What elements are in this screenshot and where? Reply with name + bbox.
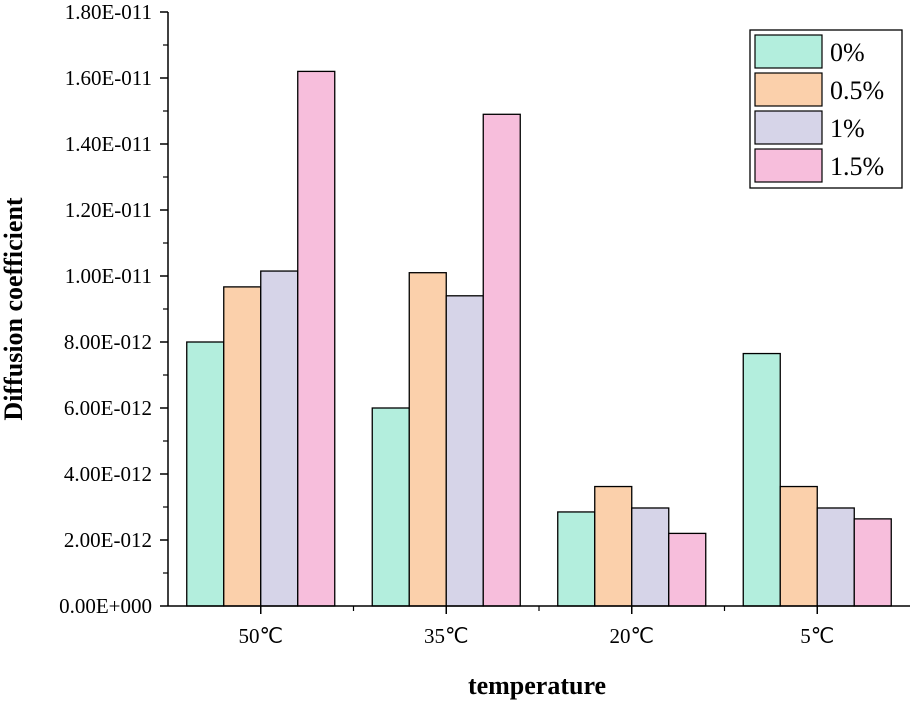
y-ticks: 0.00E+000 2.00E-012 4.00E-012 6.00E-012 8.00… (59, 0, 168, 618)
bar-2-2 (631, 507, 670, 607)
y-tick-label: 1.80E-011 (65, 0, 152, 24)
x-ticks: 50℃ 35℃ 20℃ 5℃ (238, 606, 834, 648)
bar-1-3 (779, 485, 818, 607)
y-tick-label: 1.00E-011 (65, 264, 152, 288)
bar-3-0 (297, 70, 336, 607)
x-tick-label: 35℃ (424, 624, 469, 648)
x-tick-label: 20℃ (609, 624, 654, 648)
x-axis-title: temperature (468, 671, 606, 700)
y-tick-label: 8.00E-012 (64, 330, 152, 354)
x-tick-label: 50℃ (238, 624, 283, 648)
y-tick-label: 0.00E+000 (59, 594, 152, 618)
bar-3-2 (668, 532, 707, 607)
bar-3-1 (482, 113, 521, 607)
legend-label: 0% (830, 38, 865, 67)
y-tick-label: 1.40E-011 (65, 132, 152, 156)
bar-0-2 (557, 511, 596, 607)
bar-2-0 (260, 270, 299, 607)
bar-1-0 (223, 286, 262, 607)
bar-2-3 (816, 507, 855, 607)
y-tick-label: 1.20E-011 (65, 198, 152, 222)
bar-2-1 (445, 295, 484, 607)
legend-swatch (754, 34, 823, 69)
bar-0-0 (186, 341, 225, 607)
legend-swatch (754, 110, 823, 145)
bar-3-3 (853, 518, 892, 607)
legend-label: 0.5% (830, 76, 884, 105)
legend: 0% 0.5% 1% 1.5% (749, 29, 903, 189)
legend-swatch (754, 72, 823, 107)
y-tick-label: 1.60E-011 (65, 66, 152, 90)
y-tick-label: 6.00E-012 (64, 396, 152, 420)
legend-swatch (754, 148, 823, 183)
y-tick-label: 2.00E-012 (64, 528, 152, 552)
bar-0-1 (371, 407, 410, 607)
bars-layer (186, 70, 892, 607)
legend-label: 1.5% (830, 152, 884, 181)
bar-1-1 (408, 272, 447, 607)
bar-1-2 (594, 485, 633, 607)
y-axis-title: Diffusion coefficient (0, 197, 28, 420)
y-tick-label: 4.00E-012 (64, 462, 152, 486)
legend-label: 1% (830, 114, 865, 143)
bar-0-3 (742, 352, 781, 607)
x-tick-label: 5℃ (800, 624, 834, 648)
